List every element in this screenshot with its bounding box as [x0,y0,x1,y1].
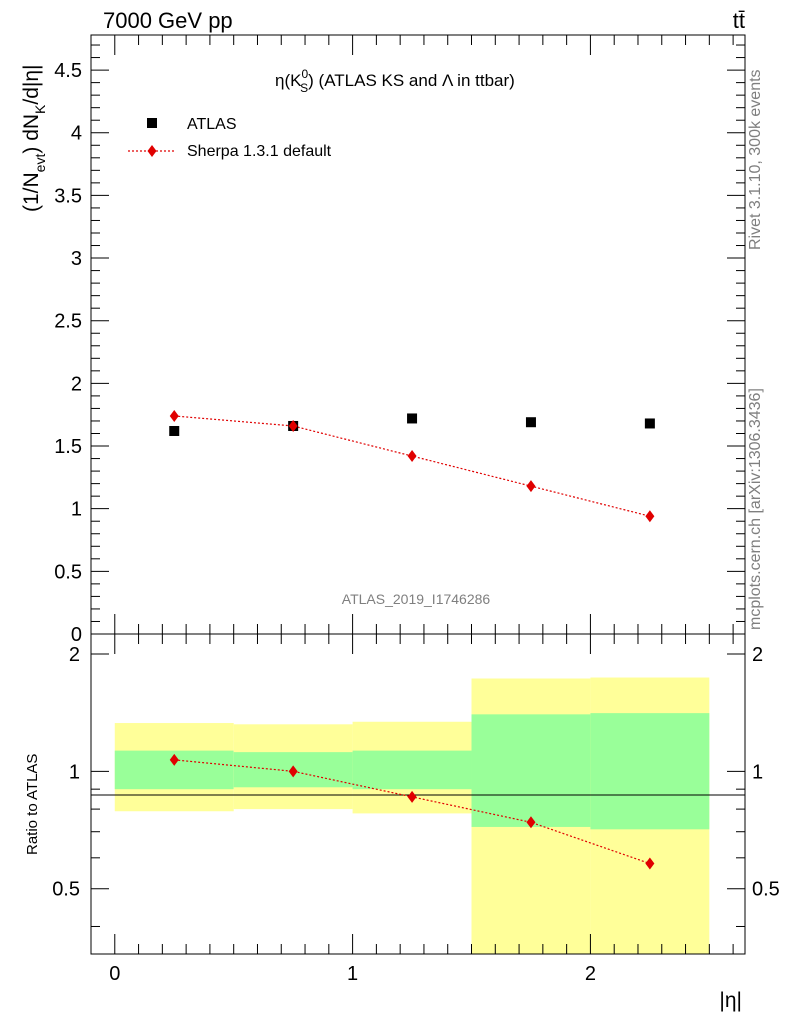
ratio-xtick-label: 0 [109,963,120,985]
mcplots-label: mcplots.cern.ch [arXiv:1306.3436] [747,388,764,630]
ratio-ylabel: Ratio to ATLAS [24,754,41,855]
ratio-tick-labels: 0.5 0.5 1 1 2 2 0 1 2 [52,644,780,985]
ratio-series [169,753,655,870]
ylabel-a: (1/N [20,172,43,212]
ratio-band-inner [471,714,591,827]
sherpa-point [169,409,179,422]
ratio-panel: 0.5 0.5 1 1 2 2 0 1 2 Ratio to ATLAS |η| [24,633,780,1012]
ylabel-b: ) dN [20,114,43,154]
sherpa-point [407,450,417,463]
ylabel-sub1: evt [32,154,48,173]
process-label: tt̄ [733,8,745,33]
ratio-ytick-label: 2 [69,644,80,666]
title-sub: S [300,81,308,95]
main-ytick-label: 4 [71,123,82,145]
ratio-ytick-label-right: 0.5 [752,879,780,901]
ratio-sherpa-point [407,790,417,803]
ratio-xtick-label: 1 [347,963,358,985]
main-panel: 00.511.522.533.544.5 η(K0 S) (ATLAS KS an… [20,34,746,646]
ratio-ytick-label-right: 1 [752,761,763,783]
atlas-point [407,413,418,424]
title-rest: ) (ATLAS KS and Λ in ttbar) [308,71,515,90]
ratio-band-inner [590,713,710,830]
main-ytick-label: 3 [71,248,82,270]
ratio-ytick-label: 1 [69,761,80,783]
ratio-axis-ticks [91,634,745,954]
ylabel-c: /d|η| [20,64,43,104]
ratio-ytick-label-right: 2 [752,644,763,666]
ratio-xtick-label: 2 [585,963,596,985]
main-ytick-label: 2 [71,373,82,395]
ratio-xlabel: |η| [719,989,742,1012]
atlas-point [169,425,180,436]
ratio-band-inner [352,750,472,790]
atlas-point [525,417,536,428]
title-eta: η(K [275,71,302,90]
main-ytick-label: 0 [71,624,82,646]
main-series [169,409,655,523]
ratio-sherpa-point [288,765,298,778]
rivet-label: Rivet 3.1.10, 300k events [747,69,764,250]
legend-atlas-marker [147,118,157,128]
main-axis-ticks [91,35,745,635]
legend-atlas-label: ATLAS [187,116,237,133]
main-ytick-label: 3.5 [54,185,82,207]
main-ytick-label: 1 [71,499,82,521]
sherpa-point [526,480,536,493]
ratio-frame [90,633,746,955]
main-ylabel: (1/Nevt) dNK/d|η| [20,64,48,212]
ratio-sherpa-point [526,816,536,829]
sherpa-point [645,510,655,523]
analysis-watermark: ATLAS_2019_I1746286 [342,591,491,607]
legend-sherpa-label: Sherpa 1.3.1 default [187,143,332,160]
title-sup: 0 [301,67,308,81]
atlas-point [644,418,655,429]
ratio-sherpa-point [169,753,179,766]
main-ytick-label: 1.5 [54,436,82,458]
main-ytick-label: 2.5 [54,311,82,333]
legend-sherpa-marker [147,145,157,157]
sherpa-line [174,415,651,517]
ylabel-sub2: K [32,104,48,114]
ratio-ytick-label: 0.5 [52,879,80,901]
ratio-bands [114,677,710,954]
legend: ATLAS Sherpa 1.3.1 default [128,116,332,160]
main-ytick-label: 4.5 [54,60,82,82]
sherpa-point [288,419,298,432]
main-ytick-label: 0.5 [54,561,82,583]
energy-label: 7000 GeV pp [103,8,233,33]
ratio-sherpa-point [645,857,655,870]
chart-title: η(K0 S) (ATLAS KS and Λ in ttbar) [275,67,515,95]
main-tick-labels: 0 0.5 1 1.5 2 2.5 3 3.5 4 4.5 [54,60,82,646]
